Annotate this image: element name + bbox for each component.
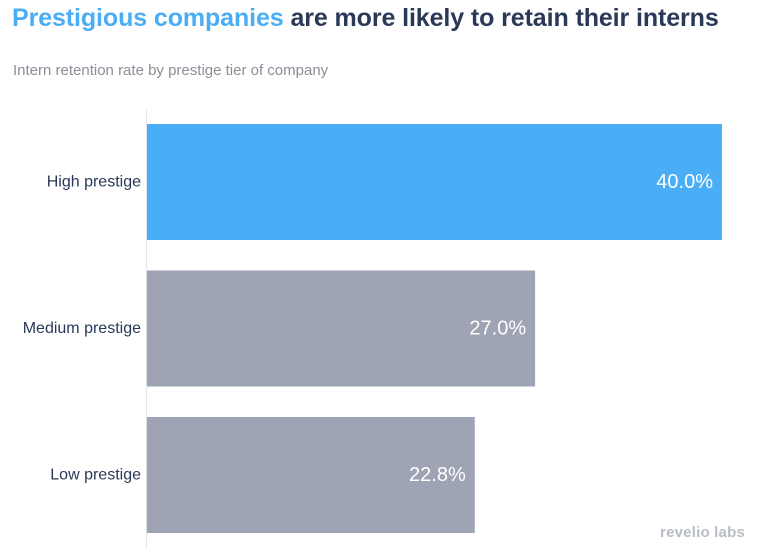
brand-logo: revelio labs <box>660 524 745 541</box>
category-label: Low prestige <box>50 467 141 484</box>
bar-medium-prestige <box>147 270 536 387</box>
bar-low-prestige <box>147 417 475 533</box>
value-label: 27.0% <box>469 318 526 340</box>
chart-title: Prestigious companies are more likely to… <box>12 4 719 33</box>
value-label: 40.0% <box>656 171 713 193</box>
chart-subtitle: Intern retention rate by prestige tier o… <box>13 62 329 79</box>
category-label: High prestige <box>47 174 141 191</box>
value-label: 22.8% <box>409 464 466 486</box>
category-label: Medium prestige <box>23 320 141 337</box>
bar-high-prestige <box>147 124 722 240</box>
chart-title-highlight: Prestigious companies <box>12 4 284 32</box>
chart-title-rest: are more likely to retain their interns <box>283 4 719 32</box>
